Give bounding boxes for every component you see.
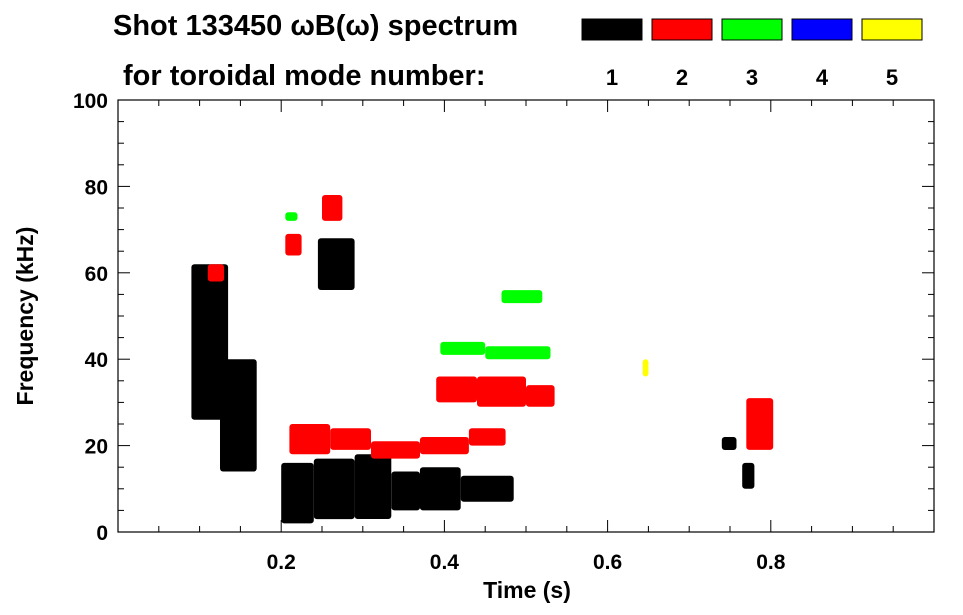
legend-label-mode-1: 1 [606,65,618,90]
y-axis-label: Frequency (kHz) [12,227,38,406]
region-mode-2-18 [526,385,555,407]
y-tick-label-60: 60 [85,263,108,286]
chart-title-line1: Shot 133450 ωB(ω) spectrum [113,10,518,42]
region-mode-2-12 [330,428,371,450]
region-mode-1-9 [742,462,755,489]
region-mode-2-13 [371,441,420,459]
axes: 0.2 0.4 0.6 0.8 0 20 40 60 80 100 [73,90,934,574]
region-mode-2-19 [746,398,774,450]
x-tick-label-0.4: 0.4 [430,551,460,574]
region-mode-3-26 [285,212,298,221]
region-mode-2-16 [436,376,477,403]
x-tick-label-0.8: 0.8 [756,551,786,574]
legend-swatch-mode-2 [651,18,713,41]
region-mode-1-1 [220,359,257,472]
region-mode-2-11 [289,424,331,455]
y-tick-label-20: 20 [85,436,108,459]
legend-label-mode-5: 5 [886,65,898,90]
region-mode-3-25 [501,290,543,304]
region-mode-1-5 [391,471,420,511]
legend-label-mode-3: 3 [746,65,758,90]
region-mode-2-22 [207,264,225,282]
y-tick-label-100: 100 [73,90,108,113]
x-tick-label-0.2: 0.2 [267,551,296,574]
region-mode-2-17 [477,376,526,407]
legend-swatch-mode-4 [791,18,853,41]
region-mode-3-24 [485,346,551,360]
region-mode-5-27 [642,359,649,377]
spectrogram-regions [191,195,774,524]
region-mode-1-2 [281,462,314,524]
region-mode-1-3 [313,458,355,520]
legend-swatch-mode-3 [721,18,783,41]
legend-label-mode-2: 2 [676,65,688,90]
region-mode-1-4 [354,454,392,519]
legend-label-mode-4: 4 [816,65,829,90]
region-mode-1-7 [460,475,514,502]
y-tick-label-80: 80 [85,176,108,199]
region-mode-2-20 [322,195,343,221]
region-mode-2-14 [419,437,469,455]
region-mode-2-21 [285,233,302,256]
x-tick-label-0.6: 0.6 [593,551,622,574]
y-tick-label-40: 40 [85,349,108,372]
legend-swatch-mode-5 [861,18,923,41]
legend: 1 2 3 4 5 [581,18,923,90]
x-axis-label: Time (s) [483,577,571,603]
region-mode-3-23 [440,341,486,355]
region-mode-1-0 [191,264,229,420]
region-mode-1-8 [317,238,355,290]
legend-swatch-mode-1 [581,18,643,41]
region-mode-2-15 [468,428,506,446]
region-mode-1-6 [419,467,461,511]
chart-title-line2: for toroidal mode number: [123,60,486,92]
y-tick-label-0: 0 [96,522,108,545]
region-mode-1-10 [721,437,737,450]
